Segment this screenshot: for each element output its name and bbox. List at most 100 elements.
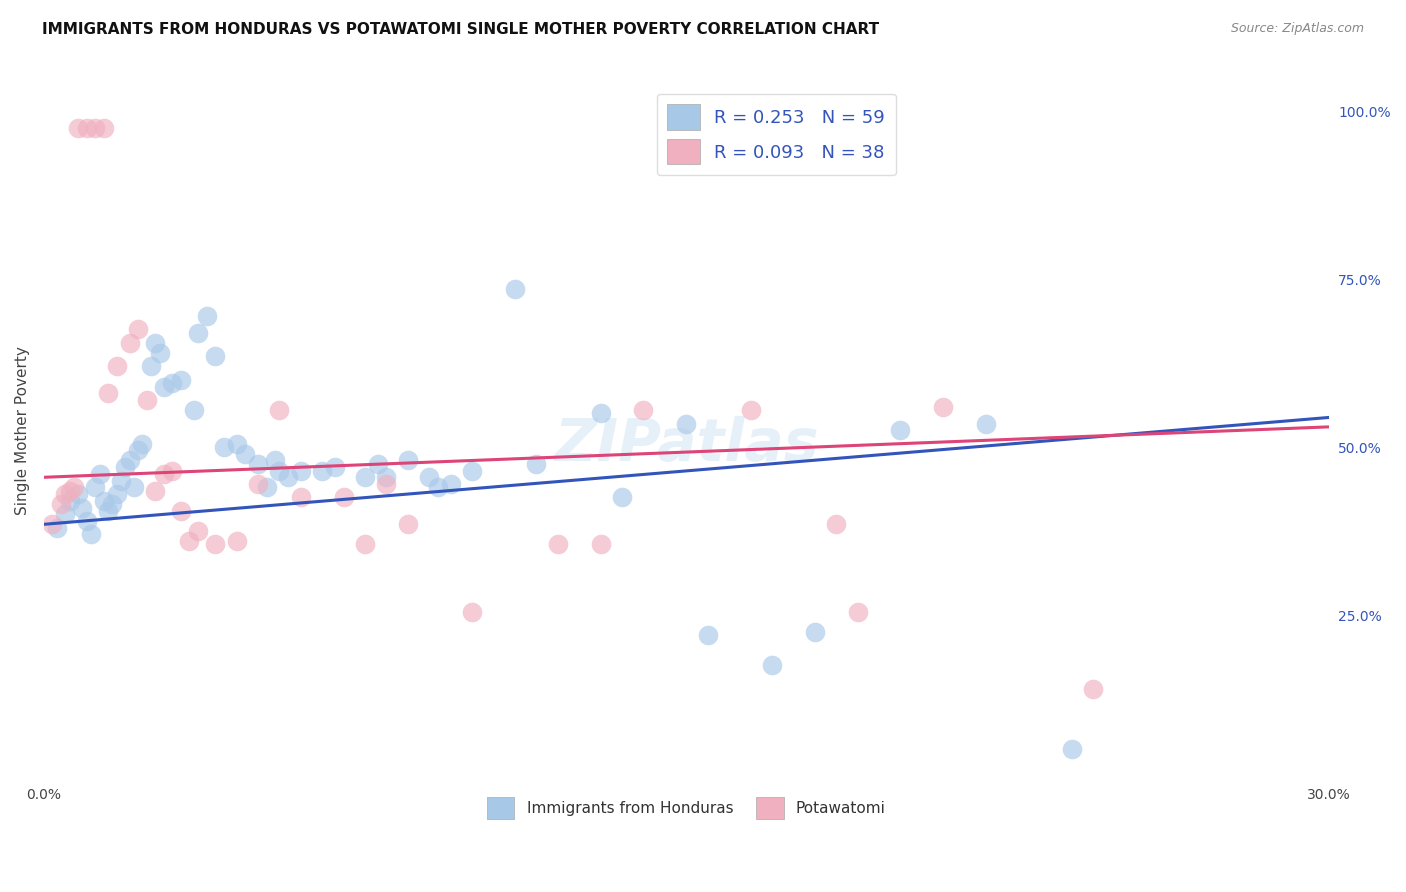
Point	[76, 120, 98, 135]
Point	[45, 521, 67, 535]
Point	[187, 326, 209, 340]
Point	[110, 474, 132, 488]
Point	[675, 417, 697, 431]
Point	[375, 477, 398, 491]
Text: Source: ZipAtlas.com: Source: ZipAtlas.com	[1230, 22, 1364, 36]
Point	[290, 491, 312, 505]
Point	[204, 537, 226, 551]
Point	[461, 464, 484, 478]
Point	[49, 497, 72, 511]
Point	[264, 453, 287, 467]
Point	[290, 464, 312, 478]
Point	[84, 480, 107, 494]
Point	[846, 605, 869, 619]
Point	[825, 517, 848, 532]
Point	[204, 349, 226, 363]
Point	[396, 517, 419, 532]
Point	[256, 480, 278, 494]
Point	[440, 477, 463, 491]
Point	[311, 464, 333, 478]
Point	[72, 500, 94, 515]
Point	[127, 322, 149, 336]
Point	[114, 460, 136, 475]
Point	[97, 386, 120, 401]
Point	[131, 436, 153, 450]
Point	[76, 514, 98, 528]
Point	[1081, 681, 1104, 696]
Point	[610, 491, 633, 505]
Text: IMMIGRANTS FROM HONDURAS VS POTAWATOMI SINGLE MOTHER POVERTY CORRELATION CHART: IMMIGRANTS FROM HONDURAS VS POTAWATOMI S…	[42, 22, 879, 37]
Point	[58, 493, 80, 508]
Legend: Immigrants from Honduras, Potawatomi: Immigrants from Honduras, Potawatomi	[481, 791, 891, 825]
Point	[889, 423, 911, 437]
Point	[269, 464, 291, 478]
Point	[101, 497, 124, 511]
Point	[67, 120, 90, 135]
Point	[84, 120, 107, 135]
Point	[396, 453, 419, 467]
Point	[122, 480, 145, 494]
Point	[633, 403, 655, 417]
Point	[547, 537, 569, 551]
Point	[589, 406, 612, 420]
Point	[589, 537, 612, 551]
Point	[153, 467, 176, 481]
Point	[63, 480, 86, 494]
Point	[932, 400, 955, 414]
Point	[67, 487, 90, 501]
Y-axis label: Single Mother Poverty: Single Mother Poverty	[15, 346, 30, 515]
Point	[803, 624, 825, 639]
Point	[153, 379, 176, 393]
Point	[41, 517, 63, 532]
Point	[170, 504, 193, 518]
Point	[426, 480, 449, 494]
Point	[332, 491, 354, 505]
Point	[696, 628, 718, 642]
Point	[162, 464, 184, 478]
Point	[53, 508, 76, 522]
Point	[143, 335, 166, 350]
Point	[277, 470, 299, 484]
Point	[974, 417, 997, 431]
Point	[212, 440, 235, 454]
Point	[89, 467, 111, 481]
Point	[80, 527, 103, 541]
Point	[195, 309, 218, 323]
Point	[105, 487, 128, 501]
Point	[148, 346, 170, 360]
Point	[375, 470, 398, 484]
Point	[118, 453, 141, 467]
Point	[58, 483, 80, 498]
Point	[354, 470, 377, 484]
Point	[225, 436, 247, 450]
Point	[135, 392, 157, 407]
Point	[225, 534, 247, 549]
Text: ZIPatlas: ZIPatlas	[554, 416, 818, 473]
Point	[127, 443, 149, 458]
Point	[170, 373, 193, 387]
Point	[53, 487, 76, 501]
Point	[269, 403, 291, 417]
Point	[93, 120, 115, 135]
Point	[162, 376, 184, 391]
Point	[367, 457, 389, 471]
Point	[118, 335, 141, 350]
Point	[461, 605, 484, 619]
Point	[97, 504, 120, 518]
Point	[247, 457, 270, 471]
Point	[187, 524, 209, 538]
Point	[139, 359, 162, 374]
Point	[93, 493, 115, 508]
Point	[105, 359, 128, 374]
Point	[354, 537, 377, 551]
Point	[183, 403, 205, 417]
Point	[740, 403, 762, 417]
Point	[418, 470, 440, 484]
Point	[503, 282, 526, 296]
Point	[761, 658, 783, 673]
Point	[524, 457, 547, 471]
Point	[233, 447, 256, 461]
Point	[323, 460, 346, 475]
Point	[247, 477, 270, 491]
Point	[143, 483, 166, 498]
